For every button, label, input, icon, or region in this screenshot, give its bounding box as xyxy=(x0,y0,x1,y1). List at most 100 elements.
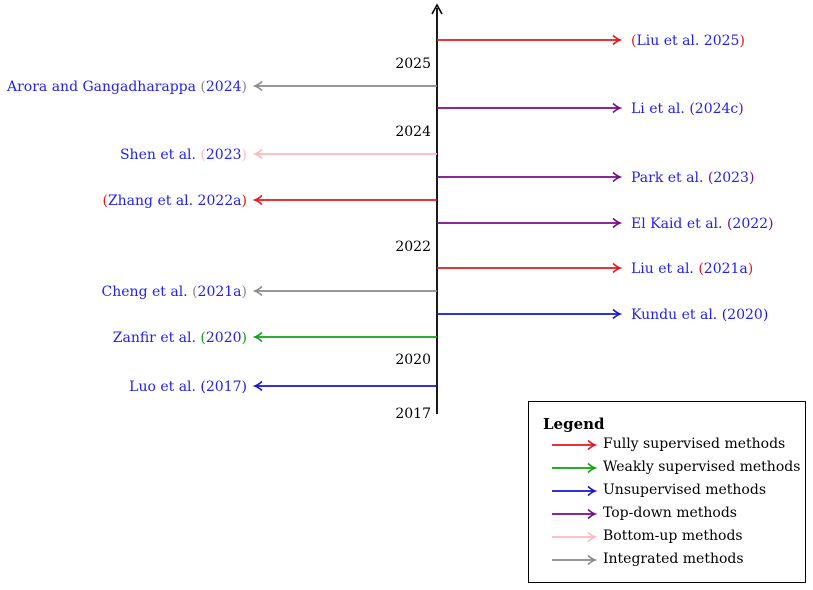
arrow-head xyxy=(252,331,263,343)
citation-authors: Liu et al. xyxy=(636,33,703,49)
timeline-entry-right: Kundu et al. (2020) xyxy=(437,307,768,323)
citation-label: (Liu et al. 2025) xyxy=(631,33,745,49)
timeline-entry-left: (Zhang et al. 2022a) xyxy=(102,193,437,209)
arrow-head xyxy=(252,285,263,297)
timeline-entry-right: (Liu et al. 2025) xyxy=(437,33,745,49)
citation-year-open: ( xyxy=(200,330,205,346)
citation-year-close: ) xyxy=(242,330,247,346)
citation-year-open: ( xyxy=(200,147,205,163)
citation-year-open: ( xyxy=(727,216,732,232)
arrow-head xyxy=(612,217,623,229)
citation-year: 2023 xyxy=(713,170,749,186)
citation-close-paren: ) xyxy=(242,193,247,209)
citation-authors: Shen et al. xyxy=(120,147,200,163)
citation-year-close: ) xyxy=(768,216,773,232)
citation-year: 2023 xyxy=(206,147,242,163)
arrow-head xyxy=(612,308,623,320)
year-label: 2022 xyxy=(395,239,431,255)
citation-year-open: ( xyxy=(708,170,713,186)
citation-authors: Cheng et al. xyxy=(102,284,193,300)
year-label: 2017 xyxy=(395,406,431,422)
citation-year-close: ) xyxy=(749,170,754,186)
citation-year: 2022 xyxy=(732,216,768,232)
timeline-entry-left: Arora and Gangadharappa (2024) xyxy=(6,79,437,95)
timeline-entry-left: Zanfir et al. (2020) xyxy=(113,330,437,346)
arrow-head xyxy=(252,80,263,92)
citation-year-close: ) xyxy=(738,101,743,117)
citation-year: 2017 xyxy=(206,379,242,395)
citation-label: Li et al. (2024c) xyxy=(631,101,744,117)
citation-label: (Zhang et al. 2022a) xyxy=(102,193,247,209)
citation-authors: Kundu et al. xyxy=(631,307,722,323)
timeline-entry-right: El Kaid et al. (2022) xyxy=(437,216,774,232)
citation-label: Park et al. (2023) xyxy=(631,170,754,186)
arrow-head xyxy=(612,102,623,114)
legend-arrow-icon xyxy=(552,485,598,497)
legend-item-label: Bottom-up methods xyxy=(603,528,743,544)
citation-label: Zanfir et al. (2020) xyxy=(113,330,247,346)
arrow-head xyxy=(252,148,263,160)
citation-year: 2020 xyxy=(206,330,242,346)
citation-authors: Arora and Gangadharappa xyxy=(6,79,200,95)
legend-item-integrated: Integrated methods xyxy=(551,551,801,571)
citation-year-open: ( xyxy=(698,261,703,277)
arrow-head xyxy=(612,262,623,274)
citation-authors: Luo et al. xyxy=(129,379,200,395)
timeline-entry-left: Luo et al. (2017) xyxy=(129,379,437,395)
timeline-entry-right: Li et al. (2024c) xyxy=(437,101,744,117)
citation-year: 2021a xyxy=(198,284,242,300)
legend-item-fully-supervised: Fully supervised methods xyxy=(551,436,801,456)
legend-arrow-icon xyxy=(552,508,598,520)
citation-year: 2020 xyxy=(727,307,763,323)
arrow-head xyxy=(252,194,263,206)
citation-year-close: ) xyxy=(242,147,247,163)
citation-year-close: ) xyxy=(242,79,247,95)
citation-label: Luo et al. (2017) xyxy=(129,379,247,395)
timeline-entry-right: Liu et al. (2021a) xyxy=(437,261,753,277)
citation-authors: Li et al. xyxy=(631,101,689,117)
citation-year-open: ( xyxy=(689,101,694,117)
legend-box: Legend Fully supervised methods Weakly su… xyxy=(528,401,806,583)
legend-item-top-down: Top-down methods xyxy=(551,505,801,525)
citation-authors: Zhang et al. xyxy=(108,193,198,209)
citation-label: Liu et al. (2021a) xyxy=(631,261,753,277)
legend-arrow-icon xyxy=(552,462,598,474)
legend-arrow-icon xyxy=(552,531,598,543)
citation-label: El Kaid et al. (2022) xyxy=(631,216,774,232)
arrow-head xyxy=(612,171,623,183)
citation-year-open: ( xyxy=(200,79,205,95)
citation-year: 2022a xyxy=(198,193,242,209)
citation-authors: Liu et al. xyxy=(631,261,698,277)
citation-open-paren: ( xyxy=(102,193,107,209)
citation-year-close: ) xyxy=(763,307,768,323)
citation-label: Cheng et al. (2021a) xyxy=(102,284,247,300)
citation-authors: Zanfir et al. xyxy=(113,330,201,346)
citation-authors: El Kaid et al. xyxy=(631,216,727,232)
citation-authors: Park et al. xyxy=(631,170,708,186)
citation-year-open: ( xyxy=(200,379,205,395)
legend-item-unsupervised: Unsupervised methods xyxy=(551,482,801,502)
citation-label: Kundu et al. (2020) xyxy=(631,307,768,323)
citation-year-close: ) xyxy=(242,379,247,395)
legend-item-label: Top-down methods xyxy=(603,505,737,521)
year-label: 2025 xyxy=(395,56,431,72)
timeline-axis-arrowhead xyxy=(431,3,443,15)
citation-year-close: ) xyxy=(748,261,753,277)
legend-arrow-icon xyxy=(552,554,598,566)
citation-year: 2024 xyxy=(206,79,242,95)
citation-label: Shen et al. (2023) xyxy=(120,147,247,163)
timeline-entry-left: Shen et al. (2023) xyxy=(120,147,437,163)
citation-label: Arora and Gangadharappa (2024) xyxy=(6,79,247,95)
timeline-entry-left: Cheng et al. (2021a) xyxy=(102,284,437,300)
legend-arrow-icon xyxy=(552,439,598,451)
citation-year: 2021a xyxy=(704,261,748,277)
citation-year: 2024c xyxy=(695,101,739,117)
citation-year-open: ( xyxy=(192,284,197,300)
legend-item-label: Integrated methods xyxy=(603,551,744,567)
citation-year-close: ) xyxy=(242,284,247,300)
citation-year-open: ( xyxy=(722,307,727,323)
arrow-head xyxy=(612,34,623,46)
year-label: 2024 xyxy=(395,124,431,140)
legend-item-label: Weakly supervised methods xyxy=(603,459,801,475)
